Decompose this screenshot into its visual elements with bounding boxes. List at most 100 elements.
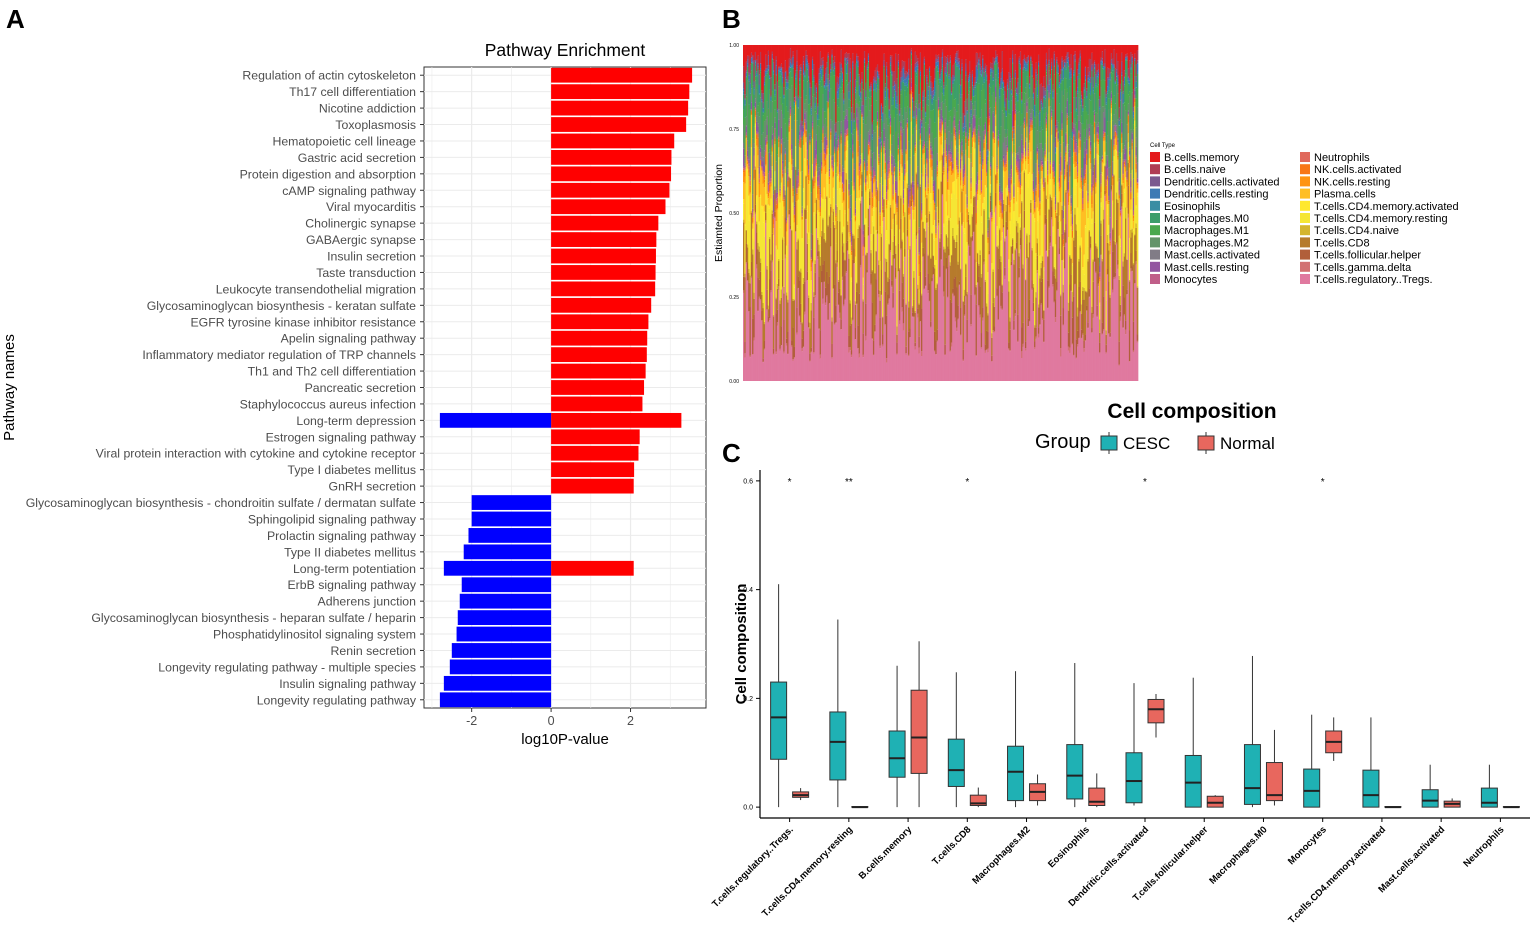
sample-segment <box>979 64 982 69</box>
sample-segment <box>906 123 909 124</box>
sample-segment <box>1011 254 1014 381</box>
sample-segment <box>841 188 844 193</box>
sample-segment <box>767 45 770 51</box>
sample-segment <box>884 137 887 150</box>
sample-segment <box>791 149 793 156</box>
sample-segment <box>765 205 767 213</box>
sample-segment <box>861 171 863 175</box>
sample-segment <box>789 101 792 107</box>
sample-segment <box>759 63 762 64</box>
sample-segment <box>827 78 830 86</box>
sample-segment <box>1002 81 1005 83</box>
sample-segment <box>926 69 928 76</box>
sample-segment <box>908 331 910 355</box>
sample-segment <box>856 81 858 91</box>
sample-segment <box>862 277 865 285</box>
sample-segment <box>974 126 976 130</box>
sample-segment <box>878 71 880 75</box>
sample-segment <box>1014 248 1017 251</box>
sample-segment <box>871 137 874 140</box>
sample-segment <box>983 88 986 126</box>
sample-segment <box>780 104 783 111</box>
sample-segment <box>883 45 885 54</box>
sample-segment <box>792 191 795 197</box>
sample-segment <box>787 331 789 354</box>
sample-segment <box>800 322 802 325</box>
sample-segment <box>952 45 954 66</box>
sample-segment <box>810 352 813 381</box>
sample-segment <box>810 259 813 268</box>
sample-segment <box>936 59 939 62</box>
sample-segment <box>835 212 837 216</box>
sample-segment <box>1008 109 1010 114</box>
sample-segment <box>805 45 808 51</box>
sample-segment <box>891 264 893 266</box>
sample-segment <box>1026 69 1028 71</box>
sample-segment <box>785 87 788 90</box>
sample-segment <box>780 144 783 154</box>
sample-segment <box>836 166 839 177</box>
sample-segment <box>823 137 826 149</box>
sample-segment <box>874 273 876 325</box>
sample-segment <box>926 159 928 161</box>
sample-segment <box>967 45 970 76</box>
sample-segment <box>1000 308 1002 381</box>
sample-segment <box>1011 45 1014 51</box>
sample-segment <box>796 227 798 242</box>
sample-segment <box>888 278 891 299</box>
sample-segment <box>848 258 850 336</box>
sample-segment <box>931 178 934 233</box>
sample-segment <box>954 247 957 277</box>
sample-segment <box>878 297 880 381</box>
sample-segment <box>887 161 889 165</box>
sample-segment <box>939 135 941 138</box>
sample-segment <box>752 222 754 224</box>
sample-segment <box>915 107 918 116</box>
sample-segment <box>915 235 918 240</box>
sample-segment <box>1023 64 1026 68</box>
sample-segment <box>802 283 805 331</box>
sample-segment <box>950 175 953 194</box>
sample-segment <box>905 149 908 151</box>
sample-segment <box>1010 265 1013 381</box>
sample-segment <box>1022 163 1025 171</box>
sample-segment <box>750 110 753 112</box>
sample-segment <box>830 45 832 65</box>
sample-segment <box>1009 45 1012 59</box>
sample-segment <box>859 83 862 92</box>
sample-segment <box>789 89 792 102</box>
sample-segment <box>845 242 848 272</box>
sample-segment <box>820 173 823 198</box>
sample-segment <box>1001 308 1004 311</box>
sample-segment <box>845 156 848 174</box>
sample-segment <box>844 142 846 146</box>
sample-segment <box>858 96 861 102</box>
sample-segment <box>811 96 814 117</box>
sample-segment <box>895 91 897 101</box>
sample-segment <box>940 180 943 182</box>
sample-segment <box>1013 152 1015 184</box>
sample-segment <box>1010 89 1013 91</box>
category-label: Adherens junction <box>318 595 417 609</box>
sample-segment <box>941 122 944 125</box>
sample-segment <box>949 161 952 163</box>
sample-segment <box>930 321 932 327</box>
sample-segment <box>880 177 883 179</box>
sample-segment <box>806 69 809 75</box>
sample-segment <box>880 145 883 147</box>
sample-segment <box>789 229 792 381</box>
sample-segment <box>992 113 995 132</box>
sample-segment <box>827 54 830 57</box>
sample-segment <box>1022 153 1025 156</box>
sample-segment <box>798 80 801 85</box>
category-label: Pancreatic secretion <box>305 381 417 395</box>
sample-segment <box>846 53 849 58</box>
sample-segment <box>1001 89 1004 111</box>
sample-segment <box>1026 258 1028 381</box>
sample-segment <box>936 65 939 66</box>
sample-segment <box>948 144 950 152</box>
category-label: Insulin signaling pathway <box>279 677 417 691</box>
sample-segment <box>858 199 861 225</box>
sample-segment <box>940 69 943 72</box>
sample-segment <box>766 140 769 142</box>
